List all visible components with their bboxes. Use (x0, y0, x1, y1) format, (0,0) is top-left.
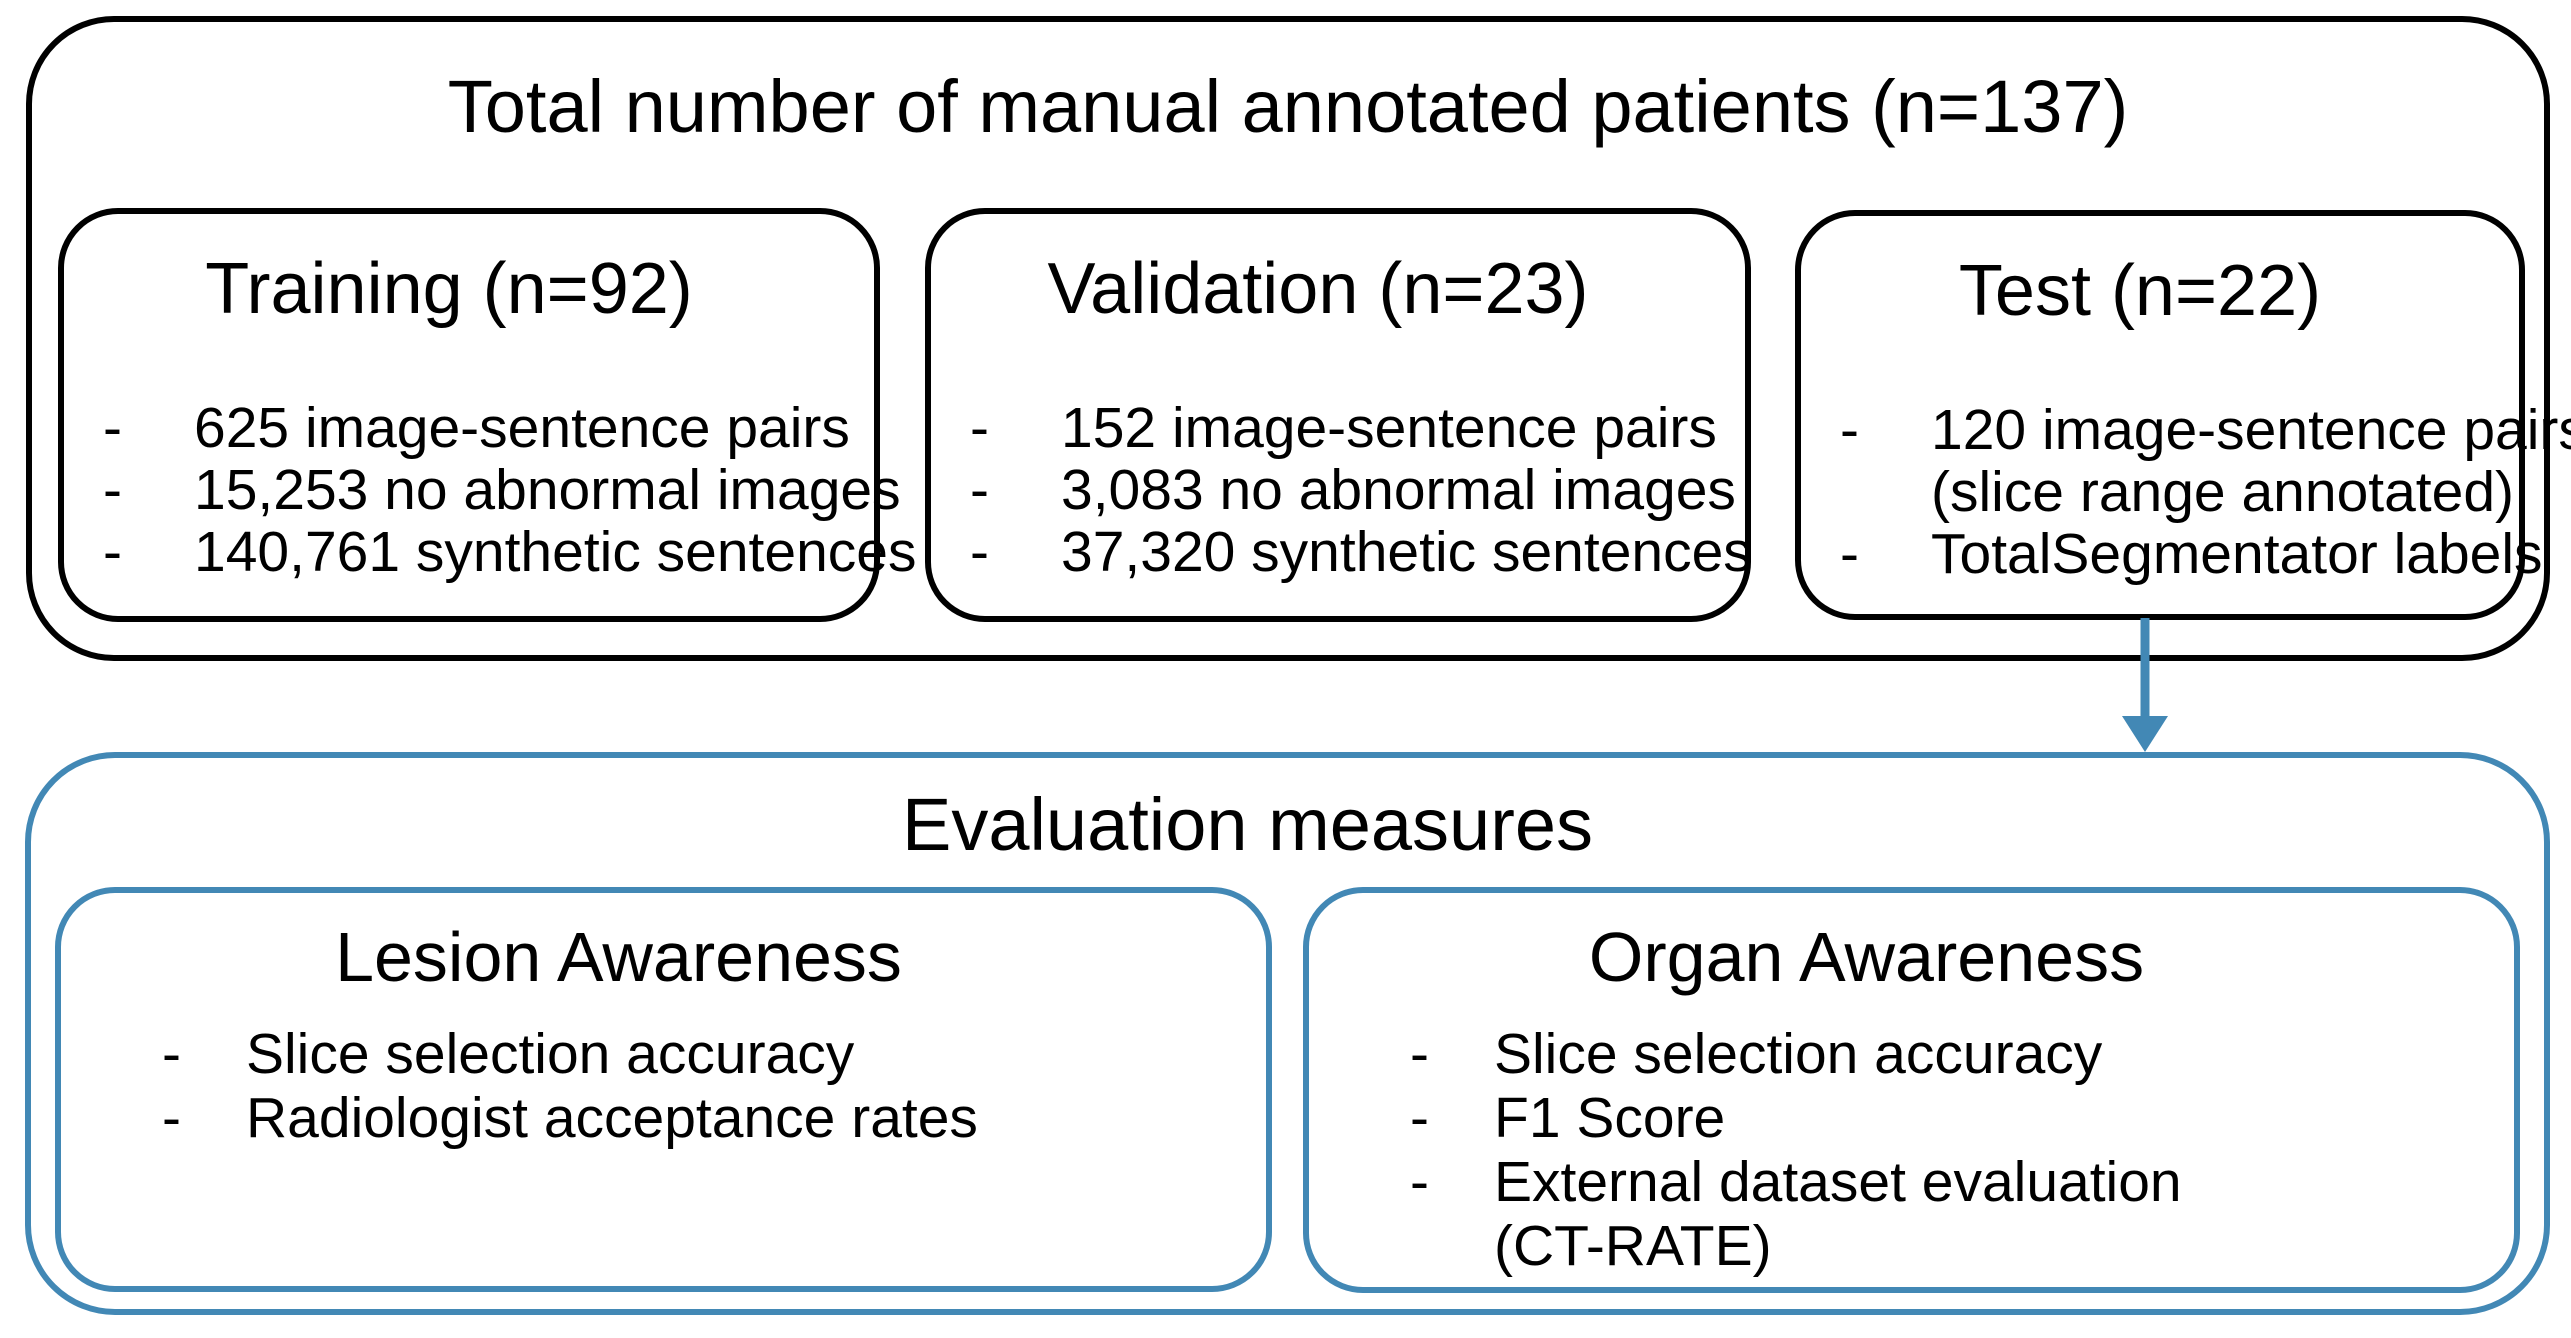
bullet-continuation: (slice range annotated) (1826, 461, 2519, 523)
bullet-text: 152 image-sentence pairs (1061, 395, 1717, 460)
bullet-text: (slice range annotated) (1931, 459, 2515, 524)
bullet-text: 140,761 synthetic sentences (194, 519, 917, 584)
organ-awareness-title: Organ Awareness (1588, 918, 2145, 996)
bullet-text: F1 Score (1494, 1085, 1726, 1150)
evaluation-box-organ-awareness: Organ Awareness - Slice selection accura… (1303, 887, 2520, 1293)
bullet-item: - Slice selection accuracy (156, 1022, 1266, 1086)
bullet-marker: - (970, 395, 989, 460)
evaluation-title: Evaluation measures (901, 783, 1594, 866)
bullet-marker: - (1410, 1085, 1429, 1150)
bullet-marker: - (162, 1021, 181, 1086)
evaluation-box-lesion-awareness: Lesion Awareness - Slice selection accur… (55, 887, 1272, 1292)
split-title-validation: Validation (n=23) (1047, 249, 1589, 329)
bullet-marker: - (1840, 397, 1859, 462)
split-box-test: Test (n=22) - 120 image-sentence pairs (… (1795, 210, 2571, 620)
bullet-item: - 37,320 synthetic sentences (956, 519, 1752, 584)
organ-awareness-bullets: - Slice selection accuracy - F1 Score - … (1309, 1022, 2514, 1278)
lesion-awareness-title: Lesion Awareness (335, 918, 902, 996)
bullet-text: 15,253 no abnormal images (194, 457, 901, 522)
dataset-title: Total number of manual annotated patient… (447, 65, 2129, 148)
bullet-item: - 120 image-sentence pairs (1826, 397, 2571, 462)
bullet-marker: - (1840, 521, 1859, 586)
bullet-item: - 15,253 no abnormal images (89, 457, 901, 522)
flow-arrow-test-to-evaluation (2122, 618, 2168, 752)
bullet-continuation: (CT-RATE) (1404, 1214, 2514, 1278)
bullet-marker: - (103, 395, 122, 460)
bullet-item: - 152 image-sentence pairs (956, 397, 1745, 459)
bullet-marker: - (162, 1085, 181, 1150)
bullet-text: 625 image-sentence pairs (194, 395, 850, 460)
bullet-item: - Radiologist acceptance rates (156, 1086, 1266, 1150)
bullet-item: - 625 image-sentence pairs (89, 397, 874, 459)
bullet-text: TotalSegmentator labels (1931, 521, 2543, 586)
bullet-marker-empty (1404, 1214, 1494, 1278)
bullet-marker: - (970, 457, 989, 522)
bullet-text: Slice selection accuracy (246, 1021, 855, 1086)
bullet-text: External dataset evaluation (1494, 1149, 2182, 1214)
bullet-marker: - (103, 519, 122, 584)
bullet-marker: - (1410, 1021, 1429, 1086)
bullet-item: - F1 Score (1404, 1086, 2514, 1150)
bullet-text: Radiologist acceptance rates (246, 1085, 978, 1150)
bullet-item: - 140,761 synthetic sentences (89, 519, 917, 584)
split-bullets-training: - 625 image-sentence pairs - 15,253 no a… (64, 397, 917, 584)
split-title-test: Test (n=22) (1958, 251, 2322, 331)
lesion-awareness-bullets: - Slice selection accuracy - Radiologist… (61, 1022, 1266, 1150)
arrow-head (2122, 716, 2168, 752)
split-box-validation: Validation (n=23) - 152 image-sentence p… (925, 208, 1752, 622)
bullet-text: Slice selection accuracy (1494, 1021, 2103, 1086)
bullet-item: - Slice selection accuracy (1404, 1022, 2514, 1086)
bullet-text: 120 image-sentence pairs (1931, 397, 2571, 462)
bullet-item: - TotalSegmentator labels (1826, 521, 2543, 586)
bullet-marker: - (970, 519, 989, 584)
split-bullets-test: - 120 image-sentence pairs (slice range … (1801, 397, 2571, 586)
bullet-text: (CT-RATE) (1494, 1213, 1772, 1278)
split-box-training: Training (n=92) - 625 image-sentence pai… (58, 208, 917, 622)
bullet-item: - External dataset evaluation (1404, 1150, 2514, 1214)
bullet-marker-empty (1826, 461, 1931, 523)
bullet-marker: - (103, 457, 122, 522)
split-title-training: Training (n=92) (205, 249, 693, 329)
bullet-text: 3,083 no abnormal images (1061, 457, 1736, 522)
bullet-item: - 3,083 no abnormal images (956, 459, 1745, 521)
bullet-text: 37,320 synthetic sentences (1061, 519, 1752, 584)
split-bullets-validation: - 152 image-sentence pairs - 3,083 no ab… (931, 397, 1752, 584)
bullet-marker: - (1410, 1149, 1429, 1214)
